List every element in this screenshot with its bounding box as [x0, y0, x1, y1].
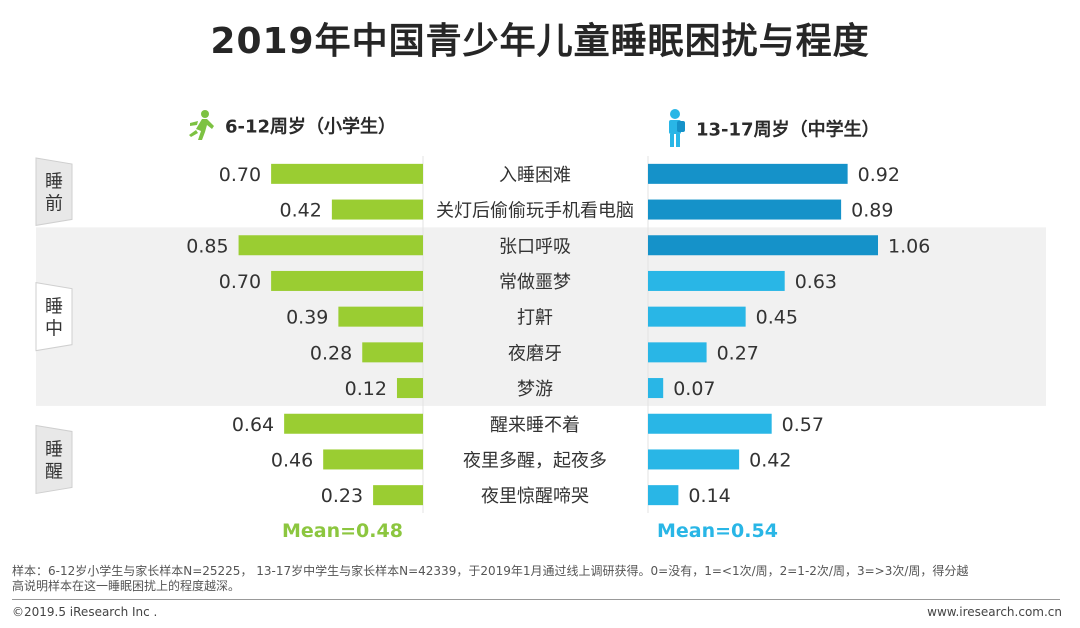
- bar-secondary: [648, 306, 746, 327]
- bar-secondary: [648, 413, 772, 434]
- value-label-secondary: 0.45: [756, 307, 798, 329]
- value-label-secondary: 0.14: [688, 485, 730, 507]
- category-label: 梦游: [517, 379, 553, 400]
- group-header-primary: 6-12周岁（小学生）: [185, 108, 396, 147]
- mean-primary: Mean=0.48: [282, 520, 403, 542]
- copyright: ©2019.5 iResearch Inc .: [12, 605, 158, 619]
- bar-secondary: [648, 270, 785, 291]
- value-label-secondary: 0.92: [858, 164, 900, 186]
- bar-primary: [284, 413, 423, 434]
- category-label: 夜里惊醒啼哭: [481, 486, 589, 507]
- footer-divider: [12, 599, 1060, 600]
- bar-primary: [362, 342, 423, 363]
- value-label-primary: 0.12: [345, 378, 387, 400]
- footnote: 样本：6-12岁小学生与家长样本N=25225， 13-17岁中学生与家长样本N…: [12, 564, 1062, 594]
- running-person-icon: [185, 108, 219, 147]
- category-label: 张口呼吸: [499, 236, 571, 257]
- footnote-line-1: 样本：6-12岁小学生与家长样本N=25225， 13-17岁中学生与家长样本N…: [12, 564, 969, 578]
- category-label: 夜磨牙: [508, 343, 562, 364]
- group-header-secondary: 13-17周岁（中学生）: [660, 108, 880, 153]
- group-label-secondary: 13-17周岁（中学生）: [696, 119, 880, 141]
- bar-secondary: [648, 378, 664, 399]
- bar-secondary: [648, 342, 707, 363]
- stage-label-char: 中: [45, 319, 63, 340]
- bar-secondary: [648, 485, 679, 506]
- value-label-secondary: 0.42: [749, 449, 791, 471]
- bar-primary: [238, 235, 423, 256]
- bar-primary: [396, 378, 423, 399]
- value-label-primary: 0.28: [310, 342, 352, 364]
- mean-secondary: Mean=0.54: [657, 520, 778, 542]
- stage-label-char: 睡: [45, 297, 63, 318]
- value-label-primary: 0.70: [219, 271, 261, 293]
- value-label-secondary: 0.07: [673, 378, 715, 400]
- stage-label-char: 睡: [45, 439, 63, 460]
- website-link[interactable]: www.iresearch.com.cn: [927, 605, 1062, 619]
- stage-tab: [35, 157, 73, 226]
- bar-primary: [373, 485, 423, 506]
- bar-primary: [323, 449, 423, 470]
- category-label: 常做噩梦: [499, 272, 571, 293]
- bar-secondary: [648, 163, 848, 184]
- stage-tab: [35, 282, 73, 352]
- category-label: 入睡困难: [499, 165, 571, 186]
- footnote-line-2: 高说明样本在这一睡眠困扰上的程度越深。: [12, 579, 241, 593]
- group-label-primary: 6-12周岁（小学生）: [225, 116, 397, 138]
- stage-label-char: 醒: [45, 461, 63, 482]
- stage-band-middle: [36, 227, 1046, 406]
- bar-primary: [331, 199, 423, 220]
- value-label-primary: 0.42: [280, 200, 322, 222]
- category-label: 夜里多醒，起夜多: [463, 450, 607, 471]
- stage-label-char: 睡: [45, 172, 63, 193]
- value-label-secondary: 1.06: [888, 235, 930, 257]
- value-label-primary: 0.39: [286, 307, 328, 329]
- bar-secondary: [648, 449, 740, 470]
- category-label: 关灯后偷偷玩手机看电脑: [436, 201, 634, 222]
- category-label: 醒来睡不着: [490, 415, 580, 436]
- student-backpack-icon: [660, 108, 690, 153]
- value-label-primary: 0.46: [271, 449, 313, 471]
- bar-primary: [271, 270, 423, 291]
- bar-primary: [271, 163, 423, 184]
- value-label-primary: 0.85: [186, 235, 228, 257]
- value-label-secondary: 0.89: [851, 200, 893, 222]
- value-label-secondary: 0.27: [717, 342, 759, 364]
- page-title: 2019年中国青少年儿童睡眠困扰与程度: [210, 21, 870, 62]
- value-label-primary: 0.70: [219, 164, 261, 186]
- value-label-primary: 0.23: [321, 485, 363, 507]
- bar-secondary: [648, 235, 878, 256]
- bar-primary: [338, 306, 423, 327]
- stage-tab: [35, 424, 73, 495]
- stage-label-char: 前: [45, 194, 63, 215]
- category-label: 打鼾: [517, 308, 553, 329]
- bar-secondary: [648, 199, 842, 220]
- value-label-primary: 0.64: [232, 414, 274, 436]
- value-label-secondary: 0.63: [795, 271, 837, 293]
- value-label-secondary: 0.57: [782, 414, 824, 436]
